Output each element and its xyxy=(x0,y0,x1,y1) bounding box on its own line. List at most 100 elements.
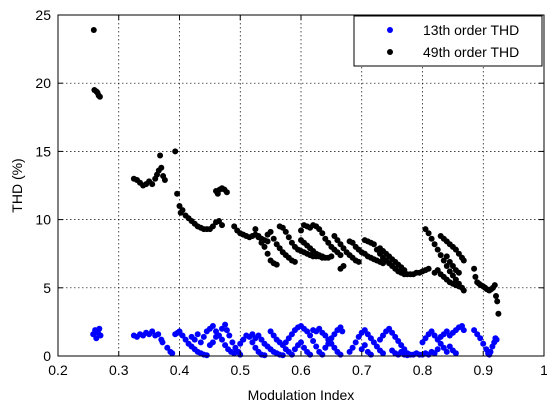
point-49th-order xyxy=(460,257,467,264)
point-49th-order xyxy=(223,189,230,196)
legend: 13th order THD 49th order THD xyxy=(353,15,543,67)
legend-box xyxy=(353,15,543,67)
point-49th-order xyxy=(264,250,271,257)
point-49th-order xyxy=(264,238,271,245)
point-49th-order xyxy=(174,190,181,197)
point-49th-order xyxy=(176,203,183,209)
point-49th-order xyxy=(322,235,329,242)
point-49th-order xyxy=(261,243,268,250)
point-13th-order xyxy=(361,327,368,334)
x-tick-label: 0.9 xyxy=(474,362,494,378)
point-13th-order xyxy=(307,351,314,358)
point-49th-order xyxy=(319,253,326,260)
point-49th-order xyxy=(472,273,479,280)
point-13th-order xyxy=(96,325,103,332)
point-13th-order xyxy=(358,346,365,353)
point-49th-order xyxy=(273,261,280,268)
point-13th-order xyxy=(331,344,338,351)
point-49th-order xyxy=(219,222,225,229)
point-13th-order xyxy=(270,332,277,339)
point-13th-order xyxy=(301,344,307,351)
point-13th-order xyxy=(209,323,216,329)
point-49th-order xyxy=(161,177,168,183)
point-13th-order xyxy=(285,335,292,342)
point-13th-order xyxy=(471,327,478,334)
point-13th-order xyxy=(337,351,344,358)
point-13th-order xyxy=(279,352,286,359)
point-13th-order xyxy=(304,328,311,335)
point-49th-order xyxy=(455,250,462,257)
point-13th-order xyxy=(252,344,259,351)
y-tick-label: 5 xyxy=(43,280,51,296)
point-13th-order xyxy=(395,338,402,344)
point-49th-order xyxy=(471,265,478,272)
point-13th-order xyxy=(452,350,459,357)
point-49th-order xyxy=(449,272,456,279)
point-13th-order xyxy=(419,339,426,346)
point-49th-order xyxy=(334,237,341,244)
point-49th-order xyxy=(491,282,498,289)
point-49th-order xyxy=(255,233,262,239)
point-13th-order xyxy=(367,335,374,342)
point-13th-order xyxy=(422,335,429,342)
point-13th-order xyxy=(437,340,444,347)
point-13th-order xyxy=(298,339,304,346)
legend-marker-49th xyxy=(387,49,393,55)
point-49th-order xyxy=(443,253,450,260)
point-13th-order xyxy=(431,350,438,357)
point-49th-order xyxy=(494,298,501,305)
point-13th-order xyxy=(282,339,289,346)
point-13th-order xyxy=(182,336,189,343)
point-49th-order xyxy=(440,257,447,264)
point-13th-order xyxy=(164,344,171,351)
point-49th-order xyxy=(428,235,435,242)
point-49th-order xyxy=(149,181,156,188)
point-13th-order xyxy=(249,331,256,338)
y-tick-label: 0 xyxy=(43,348,51,364)
point-13th-order xyxy=(291,346,298,353)
point-13th-order xyxy=(307,332,314,339)
point-13th-order xyxy=(352,339,359,346)
point-13th-order xyxy=(222,342,229,349)
x-tick-label: 0.8 xyxy=(413,362,433,378)
point-13th-order xyxy=(288,351,295,358)
point-49th-order xyxy=(340,263,347,269)
point-13th-order xyxy=(380,350,386,357)
point-13th-order xyxy=(261,352,268,359)
grid-lines xyxy=(58,15,544,356)
point-49th-order xyxy=(325,239,332,246)
point-13th-order xyxy=(322,344,329,351)
point-13th-order xyxy=(232,344,239,351)
point-13th-order xyxy=(267,328,274,335)
point-49th-order xyxy=(425,230,432,237)
point-49th-order xyxy=(288,239,295,246)
point-13th-order xyxy=(392,333,399,340)
point-13th-order xyxy=(249,339,256,346)
point-49th-order xyxy=(157,152,164,159)
point-49th-order xyxy=(449,263,456,269)
point-13th-order xyxy=(443,328,450,335)
x-tick-label: 0.7 xyxy=(352,362,372,378)
point-49th-order xyxy=(401,267,408,274)
legend-marker-13th xyxy=(387,27,393,33)
point-13th-order xyxy=(310,338,317,344)
point-49th-order xyxy=(258,239,265,246)
point-13th-order xyxy=(477,335,484,342)
point-13th-order xyxy=(219,336,225,343)
point-13th-order xyxy=(258,336,265,343)
point-13th-order xyxy=(237,340,244,347)
x-tick-label: 0.2 xyxy=(48,362,68,378)
point-13th-order xyxy=(328,335,335,342)
x-tick-label: 0.3 xyxy=(109,362,129,378)
point-13th-order xyxy=(364,331,371,338)
point-49th-order xyxy=(279,224,286,231)
point-13th-order xyxy=(349,344,356,351)
point-49th-order xyxy=(172,148,179,155)
legend-label-13th: 13th order THD xyxy=(423,22,519,38)
point-49th-order xyxy=(355,258,362,265)
point-13th-order xyxy=(434,346,441,353)
point-49th-order xyxy=(267,228,274,235)
x-axis-label: Modulation Index xyxy=(248,387,355,403)
point-49th-order xyxy=(216,218,222,224)
